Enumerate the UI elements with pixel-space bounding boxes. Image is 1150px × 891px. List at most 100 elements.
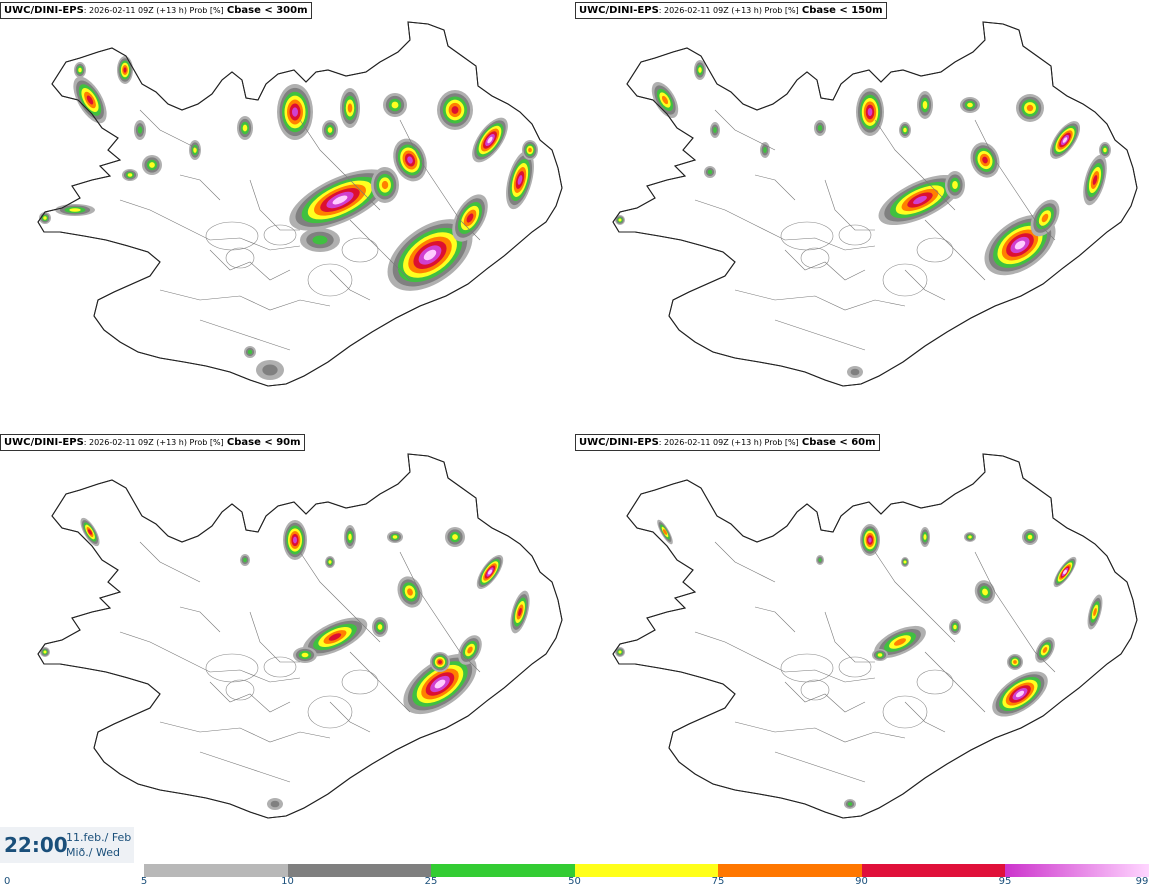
field-contour [1026,104,1034,112]
field-contour [466,213,474,223]
colorbar-segment [718,864,862,877]
field-contour [149,162,155,168]
lake-outline [882,695,928,729]
field-contour [407,156,413,164]
field-contour [43,216,47,220]
lake-outline [800,247,830,269]
map-boundary-line [159,289,331,311]
field-contour [434,679,446,689]
map-boundary-line [209,681,291,713]
field-contour [377,624,383,630]
probability-field [40,517,530,810]
field-contour [1015,690,1025,698]
iceland-map [612,21,1138,387]
map-boundary-line [349,651,411,713]
map-boundary-line [824,611,875,663]
field-contour [87,529,93,535]
map-boundary-line [824,179,875,231]
lake-outline [307,695,353,729]
map-panel-cbase-300: UWC/DINI-EPS: 2026-02-11 09Z (+13 h) Pro… [0,0,575,430]
map-boundary-line [179,606,221,633]
field-contour [1042,647,1048,653]
field-contour [698,67,702,73]
field-contour [467,646,473,654]
coastline-outline [612,453,1138,819]
field-contour [913,195,927,205]
field-contour [292,107,298,117]
field-contour [662,529,668,535]
colorbar-tick-label: 10 [281,876,294,887]
map-boundary-line [774,319,866,351]
map-boundary-line [199,319,291,351]
map-boundary-line [179,174,221,201]
field-contour [968,535,972,539]
field-contour [392,535,398,539]
valid-time: 22:00 [4,833,68,857]
field-contour [1062,137,1068,143]
panel-title: UWC/DINI-EPS: 2026-02-11 09Z (+13 h) Pro… [575,434,880,451]
field-contour [381,180,389,190]
field-contour [923,534,927,540]
field-contour [618,650,622,654]
colorbar-tick-label: 95 [998,876,1012,887]
map-boundary-line [734,289,906,311]
field-contour [877,653,883,657]
probability-field [39,56,538,380]
field-contour [332,195,348,205]
map-boundary-line [299,551,381,643]
field-contour [69,208,81,212]
map-boundary-line [904,701,946,733]
field-contour [43,650,47,654]
field-contour [1014,240,1026,250]
colorbar-tick-label: 50 [568,876,581,887]
field-contour [707,169,713,175]
map-boundary-line [754,174,796,201]
field-contour [763,147,767,153]
lake-outline [916,237,954,263]
field-contour [328,633,342,641]
lake-outline [225,247,255,269]
map-boundary-line [784,681,866,713]
field-contour [517,175,523,185]
map-boundary-line [874,119,956,211]
field-contour [868,537,872,543]
field-contour [850,368,860,376]
field-contour [713,127,717,133]
map-panel-cbase-150: UWC/DINI-EPS: 2026-02-11 09Z (+13 h) Pro… [575,0,1150,430]
valid-time-box: 22:00 11.feb./ Feb Mið./ Wed [0,827,134,863]
field-contour [348,533,352,541]
field-contour [618,218,622,222]
lake-outline [341,237,379,263]
iceland-map [37,21,563,387]
map-boundary-line [119,199,301,251]
field-contour [407,588,413,596]
field-contour [661,95,669,105]
field-contour [518,607,522,617]
field-contour [1092,175,1098,185]
field-contour [127,173,133,177]
map-boundary-line [199,751,291,783]
field-contour [247,349,253,355]
colorbar-tick-label: 0 [4,876,11,887]
colorbar-tick-label: 99 [1135,876,1149,887]
valid-date: 11.feb./ Feb [66,831,132,844]
field-contour [242,124,248,132]
map-panel-cbase-90: UWC/DINI-EPS: 2026-02-11 09Z (+13 h) Pro… [0,432,575,862]
map-boundary-line [209,249,291,281]
map-boundary-line [904,269,946,301]
probability-field [615,519,1103,809]
field-contour [818,558,822,562]
map-boundary-line [349,219,411,281]
map-boundary-line [784,249,866,281]
field-contour [867,108,873,116]
map-boundary-line [924,219,986,281]
map-boundary-line [329,269,371,301]
iceland-map [37,453,563,819]
field-contour [193,147,197,153]
colorbar-segment [287,864,431,877]
colorbar-segment [144,864,288,877]
colorbar-segment [574,864,718,877]
lake-outline [263,224,297,246]
field-contour [123,67,127,73]
field-contour [487,569,493,575]
